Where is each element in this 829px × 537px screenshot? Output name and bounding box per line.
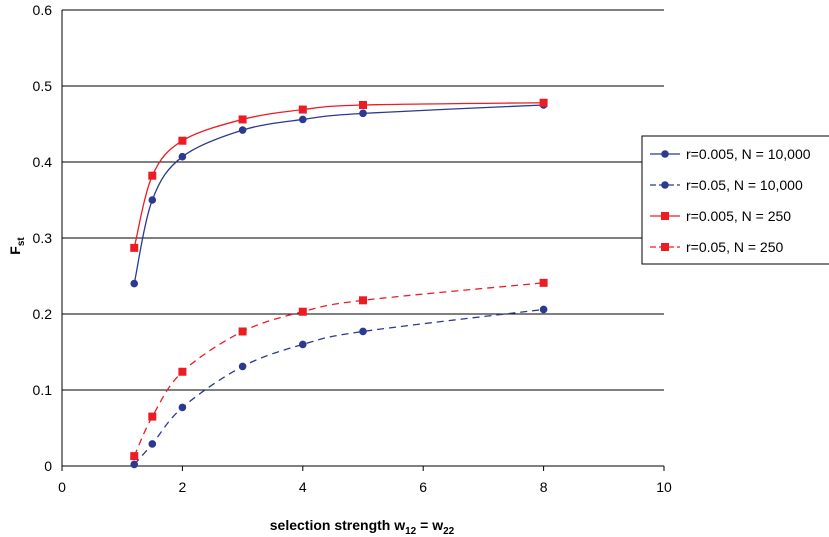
data-point xyxy=(148,440,157,448)
data-point xyxy=(130,460,139,469)
gridlines xyxy=(62,9,664,391)
data-point xyxy=(238,362,247,371)
data-point xyxy=(178,367,187,376)
y-axis-title: Fst xyxy=(7,237,27,255)
plot-area xyxy=(130,98,548,469)
data-point xyxy=(178,136,187,145)
data-point xyxy=(359,327,367,336)
legend-marker xyxy=(661,181,669,189)
series-1 xyxy=(130,305,548,469)
y-tick-label: 0 xyxy=(44,458,52,474)
legend-marker xyxy=(661,243,669,251)
legend-box xyxy=(641,135,829,265)
legend-marker xyxy=(661,150,669,158)
legend-items: r=0.005, N = 10,000 r=0.05, N = 10,000 r=0… xyxy=(650,146,811,255)
y-tick-label: 0.5 xyxy=(33,78,53,94)
series-3 xyxy=(130,278,548,461)
x-tick-label: 0 xyxy=(58,479,66,495)
y-tick-label: 0.4 xyxy=(33,154,53,170)
data-point xyxy=(238,115,247,124)
data-point xyxy=(178,152,187,161)
data-point xyxy=(298,307,307,316)
legend: r=0.005, N = 10,000 r=0.05, N = 10,000 r=0… xyxy=(641,135,829,265)
y-tick-label: 0.3 xyxy=(33,230,53,246)
data-point xyxy=(148,196,157,204)
series-line xyxy=(133,282,544,457)
x-tick-label: 4 xyxy=(299,479,307,495)
data-point xyxy=(539,278,548,287)
data-point xyxy=(359,296,367,305)
legend-label: r=0.005, N = 10,000 xyxy=(686,146,811,162)
y-tick-label: 0.1 xyxy=(33,382,53,398)
data-point xyxy=(359,109,367,118)
data-point xyxy=(539,98,548,107)
data-point xyxy=(539,305,548,314)
series-line xyxy=(133,308,544,465)
data-point xyxy=(238,327,247,336)
y-tick-label: 0.2 xyxy=(33,306,53,322)
series-2 xyxy=(130,98,548,252)
data-point xyxy=(148,412,157,421)
data-point xyxy=(148,171,157,180)
x-tick-label: 8 xyxy=(540,479,548,495)
data-point xyxy=(130,279,139,288)
x-tick-label: 2 xyxy=(179,479,187,495)
data-point xyxy=(178,403,187,412)
legend-label: r=0.005, N = 250 xyxy=(686,208,791,224)
axes xyxy=(61,10,665,471)
y-tick-label: 0.6 xyxy=(33,2,53,18)
data-point xyxy=(130,452,139,461)
legend-label: r=0.05, N = 10,000 xyxy=(686,177,803,193)
legend-label: r=0.05, N = 250 xyxy=(686,239,784,255)
data-point xyxy=(299,340,307,349)
data-point xyxy=(298,105,307,114)
data-point xyxy=(130,243,139,252)
series-0 xyxy=(130,101,548,288)
tick-labels: 0 0.1 0.2 0.3 0.4 0.5 0.6 0 2 4 6 8 10 xyxy=(33,2,672,495)
x-tick-label: 6 xyxy=(419,479,427,495)
legend-marker xyxy=(661,212,669,220)
data-point xyxy=(359,101,367,109)
data-point xyxy=(299,115,307,124)
x-tick-label: 10 xyxy=(656,479,672,495)
series-line xyxy=(133,104,544,284)
data-point xyxy=(238,126,247,134)
series-line xyxy=(133,102,544,249)
x-axis-title: selection strength w12 = w22 xyxy=(270,517,455,537)
